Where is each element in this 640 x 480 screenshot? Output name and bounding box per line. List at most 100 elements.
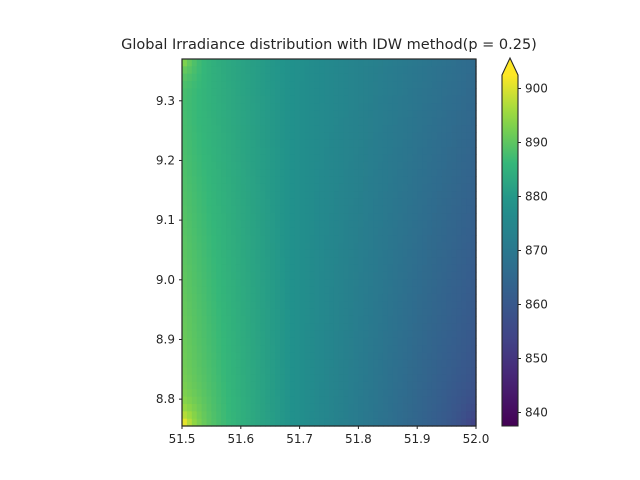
heatmap-cell	[358, 249, 364, 258]
heatmap-cell	[289, 374, 296, 383]
heatmap-cell	[216, 227, 222, 236]
heatmap-cell	[284, 213, 291, 222]
heatmap-cell	[378, 301, 384, 310]
heatmap-cell	[329, 286, 335, 295]
heatmap-cell	[294, 139, 301, 148]
heatmap-cell	[446, 389, 453, 398]
heatmap-cell	[358, 147, 364, 156]
heatmap-cell	[397, 183, 404, 192]
heatmap-cell	[196, 176, 203, 185]
heatmap-cell	[221, 220, 227, 229]
heatmap-cell	[343, 227, 350, 236]
heatmap-cell	[319, 161, 325, 170]
heatmap-cell	[382, 301, 389, 310]
heatmap-cell	[397, 161, 404, 170]
heatmap-cell	[255, 73, 261, 82]
heatmap-cell	[319, 301, 325, 310]
heatmap-cell	[382, 191, 389, 200]
heatmap-cell	[456, 95, 462, 104]
heatmap-cell	[294, 132, 301, 141]
heatmap-cell	[275, 264, 281, 273]
heatmap-cell	[471, 220, 477, 229]
heatmap-cell	[182, 198, 188, 207]
heatmap-cell	[250, 323, 257, 332]
heatmap-cell	[260, 213, 266, 222]
heatmap-cell	[314, 293, 320, 302]
heatmap-cell	[304, 213, 310, 222]
heatmap-cell	[211, 367, 217, 376]
heatmap-cell	[245, 161, 252, 170]
heatmap-cell	[373, 161, 379, 170]
heatmap-cell	[245, 345, 252, 354]
heatmap-cell	[382, 235, 389, 244]
heatmap-cell	[270, 154, 276, 163]
heatmap-cell	[353, 213, 359, 222]
heatmap-cell	[299, 286, 306, 295]
heatmap-cell	[422, 418, 428, 427]
heatmap-cell	[191, 249, 198, 258]
heatmap-cell	[373, 213, 379, 222]
heatmap-cell	[319, 110, 325, 119]
heatmap-cell	[284, 396, 291, 405]
heatmap-cell	[226, 176, 232, 185]
heatmap-cell	[211, 154, 217, 163]
heatmap-cell	[319, 183, 325, 192]
plot-frame	[181, 58, 477, 427]
x-tick-label: 51.7	[286, 432, 313, 446]
heatmap-cell	[348, 227, 355, 236]
heatmap-cell	[201, 205, 208, 214]
heatmap-cell	[387, 411, 394, 420]
heatmap-cell	[358, 220, 364, 229]
heatmap-cell	[338, 110, 345, 119]
heatmap-cell	[250, 308, 257, 317]
heatmap-cell	[255, 308, 261, 317]
heatmap-cell	[299, 279, 306, 288]
heatmap-cell	[314, 161, 320, 170]
heatmap-cell	[378, 323, 384, 332]
heatmap-cell	[402, 367, 408, 376]
heatmap-cell	[226, 161, 232, 170]
heatmap-cell	[387, 264, 394, 273]
heatmap-cell	[255, 132, 261, 141]
heatmap-cell	[417, 125, 423, 133]
heatmap-cell	[461, 381, 467, 390]
heatmap-cell	[407, 132, 413, 141]
heatmap-cell	[397, 337, 404, 346]
heatmap-cell	[363, 213, 369, 222]
heatmap-cell	[235, 59, 242, 67]
heatmap-cell	[471, 396, 477, 405]
heatmap-cell	[196, 271, 203, 280]
heatmap-cell	[235, 279, 242, 288]
heatmap-cell	[466, 337, 472, 346]
heatmap-cell	[382, 81, 389, 89]
heatmap-cell	[436, 103, 443, 111]
heatmap-cell	[240, 139, 247, 148]
heatmap-cell	[422, 367, 428, 376]
heatmap-cell	[466, 88, 472, 97]
heatmap-cell	[221, 154, 227, 163]
heatmap-cell	[314, 227, 320, 236]
heatmap-cell	[387, 227, 394, 236]
heatmap-cell	[368, 154, 374, 163]
heatmap-cell	[250, 132, 257, 141]
heatmap-cell	[368, 315, 374, 324]
heatmap-cell	[427, 191, 433, 200]
heatmap-cell	[441, 345, 448, 354]
heatmap-cell	[265, 73, 271, 82]
heatmap-cell	[191, 235, 198, 244]
heatmap-cell	[289, 161, 296, 170]
heatmap-cell	[245, 191, 252, 200]
heatmap-cell	[240, 403, 247, 412]
heatmap-cell	[333, 286, 340, 295]
heatmap-cell	[182, 315, 188, 324]
heatmap-cell	[392, 330, 399, 339]
heatmap-cell	[255, 293, 261, 302]
heatmap-cell	[309, 301, 315, 310]
heatmap-cell	[422, 249, 428, 258]
heatmap-cell	[441, 315, 448, 324]
heatmap-cell	[182, 59, 188, 67]
heatmap-cell	[299, 271, 306, 280]
heatmap-cell	[216, 154, 222, 163]
heatmap-cell	[216, 139, 222, 148]
heatmap-cell	[221, 352, 227, 361]
